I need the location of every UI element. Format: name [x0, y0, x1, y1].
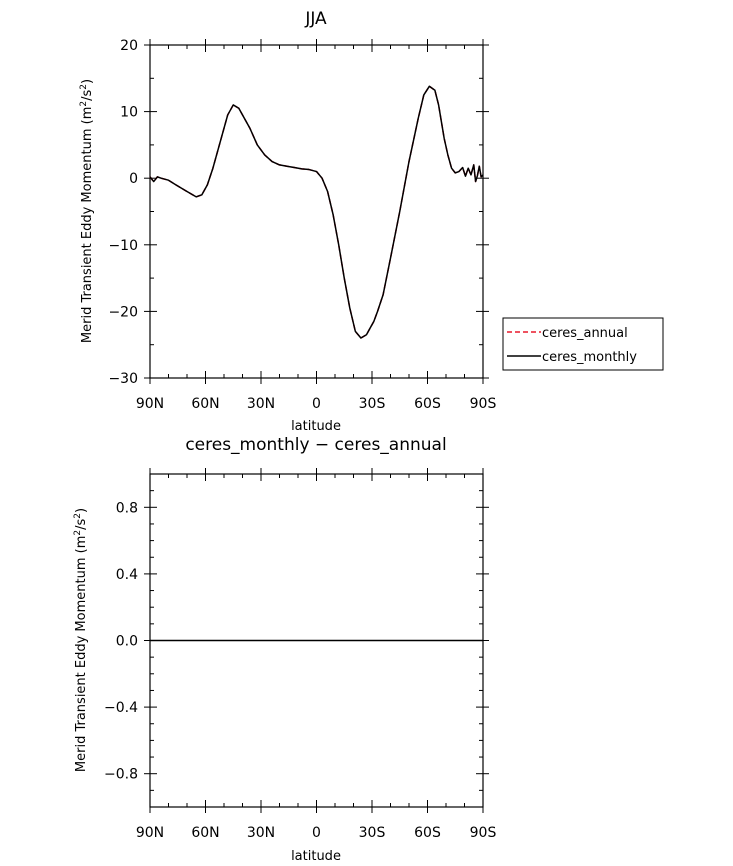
top-y-tick-label: 20	[120, 38, 138, 54]
bottom-x-axis-label: latitude	[291, 849, 341, 864]
top-series-line-ceres-monthly	[149, 85, 484, 339]
top-chart: JJA 90N 60N 30N 0 30S 60S 90S 20 10 0 −10 −20 −30 la…	[79, 9, 496, 434]
top-x-tick-label: 90N	[136, 396, 164, 412]
bottom-y-axis-label-mid: /s	[74, 518, 89, 529]
top-y-tick-label: −30	[108, 371, 138, 387]
legend-box	[502, 317, 664, 371]
top-x-tick-label: 60S	[414, 396, 441, 412]
bottom-y-tick-label: −0.4	[104, 700, 138, 716]
top-x-tick-label: 30S	[359, 396, 386, 412]
legend-label-ceres-monthly: ceres_monthly	[542, 350, 637, 365]
top-x-tick-label: 60N	[191, 396, 219, 412]
top-x-tick-label: 90S	[470, 396, 497, 412]
top-y-tick-label: 10	[120, 105, 138, 121]
bottom-y-tick-label: −0.8	[104, 767, 138, 783]
top-plot-area: 90N 60N 30N 0 30S 60S 90S 20 10 0 −10 −20 −30	[108, 38, 496, 412]
bottom-plot-area: 90N 60N 30N 0 30S 60S 90S 0.8 0.4 0.0 −0.4 −0.8	[104, 468, 496, 841]
bottom-y-tick-label: 0.4	[116, 567, 138, 583]
bottom-chart-title: ceres_monthly − ceres_annual	[185, 435, 446, 455]
bottom-y-axis-label-main: Merid Transient Eddy Momentum (m	[74, 536, 89, 772]
bottom-y-tick-label: 0.0	[116, 634, 138, 650]
bottom-y-tick-label: 0.8	[116, 500, 138, 516]
top-plot-frame	[149, 44, 484, 379]
top-y-axis-label-mid: /s	[80, 89, 95, 100]
top-y-tick-label: −20	[108, 304, 138, 320]
top-x-axis-label: latitude	[291, 419, 341, 434]
top-y-axis-label: Merid Transient Eddy Momentum (m2/s2)	[79, 79, 95, 343]
top-y-tick-label: 0	[129, 171, 138, 187]
top-y-tick-label: −10	[108, 238, 138, 254]
top-x-tick-label: 0	[312, 396, 321, 412]
bottom-x-tick-label: 90S	[470, 825, 497, 841]
legend: ceres_annual ceres_monthly	[502, 317, 664, 371]
top-chart-title: JJA	[304, 9, 327, 29]
bottom-y-axis-label-sup: 2	[73, 530, 83, 536]
bottom-y-axis-label-end: )	[74, 508, 89, 513]
top-x-tick-label: 30N	[247, 396, 275, 412]
top-series-line-ceres-annual	[149, 85, 484, 339]
bottom-x-tick-label: 60S	[414, 825, 441, 841]
top-y-axis-label-end: )	[80, 79, 95, 84]
bottom-x-tick-label: 60N	[191, 825, 219, 841]
legend-label-ceres-annual: ceres_annual	[542, 326, 628, 341]
bottom-y-axis-label: Merid Transient Eddy Momentum (m2/s2)	[73, 508, 89, 772]
bottom-x-tick-label: 0	[312, 825, 321, 841]
bottom-x-tick-label: 30N	[247, 825, 275, 841]
bottom-x-tick-label: 30S	[359, 825, 386, 841]
bottom-y-axis-label-sup2: 2	[73, 513, 83, 519]
top-y-axis-label-main: Merid Transient Eddy Momentum (m	[80, 107, 95, 343]
top-y-axis-label-sup2: 2	[79, 84, 89, 90]
top-y-axis-label-sup: 2	[79, 101, 89, 107]
bottom-x-tick-label: 90N	[136, 825, 164, 841]
bottom-chart: ceres_monthly − ceres_annual 90N 60N 30N 0 3…	[73, 435, 496, 864]
